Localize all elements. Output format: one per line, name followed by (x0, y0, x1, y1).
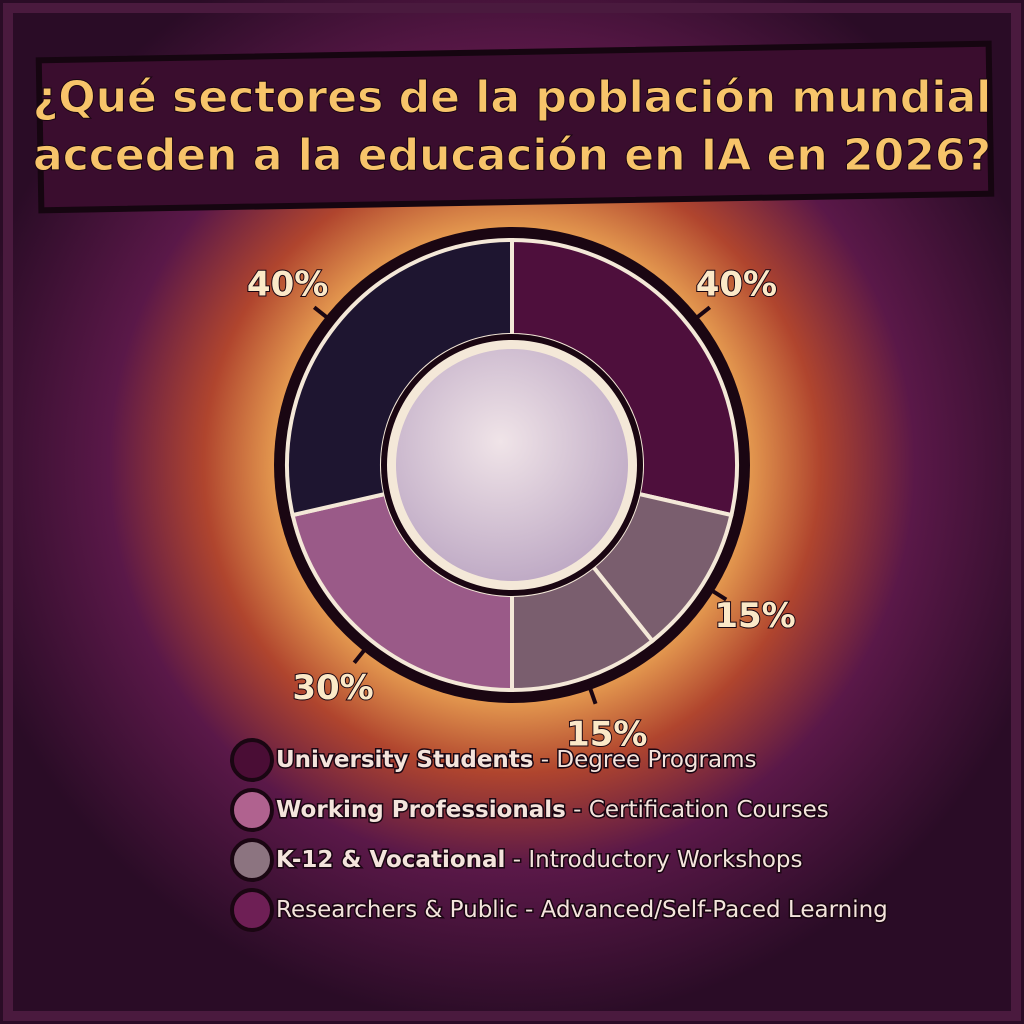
value-label: 15% (714, 596, 795, 636)
donut-center (396, 349, 628, 581)
legend-detail: - Advanced/Self-Paced Learning (518, 897, 888, 923)
legend-label: Working Professionals (276, 797, 566, 823)
legend-swatch (230, 738, 274, 782)
value-label: 15% (566, 714, 647, 754)
leader-line (312, 305, 332, 322)
legend-entry: K-12 & Vocational - Introductory Worksho… (276, 847, 802, 873)
chart-title: acceden a la educación en IA en 2026? (33, 130, 991, 181)
frame (3, 3, 1021, 1021)
value-label: 40% (696, 265, 777, 305)
legend-swatch (230, 888, 274, 932)
legend-label: Researchers & Public (276, 897, 518, 923)
chart-title: ¿Qué sectores de la población mundial (33, 72, 991, 123)
leader-line (692, 305, 712, 322)
legend-swatch (230, 838, 274, 882)
legend-label: University Students (276, 747, 534, 773)
leader-line (352, 645, 369, 665)
leader-line (708, 587, 728, 602)
legend-swatch (230, 788, 274, 832)
legend-entry: Researchers & Public - Advanced/Self-Pac… (276, 897, 888, 923)
legend-detail: - Degree Programs (534, 747, 757, 773)
title-box: ¿Qué sectores de la población mundial ac… (32, 40, 995, 214)
slices (285, 237, 739, 693)
legend-detail: - Introductory Workshops (505, 847, 802, 873)
legend-label: K-12 & Vocational (276, 847, 505, 873)
legend: University Students - Degree Programs Wor… (230, 738, 889, 932)
leader-line (587, 684, 598, 705)
labels: 40% 15% 15% 30% 40% (246, 264, 797, 756)
legend-entry: Working Professionals - Certification Co… (276, 797, 829, 823)
legend-detail: - Certification Courses (566, 797, 829, 823)
value-label: 30% (292, 668, 373, 708)
legend-entry: University Students - Degree Programs (276, 747, 756, 773)
value-label: 40% (247, 265, 328, 305)
